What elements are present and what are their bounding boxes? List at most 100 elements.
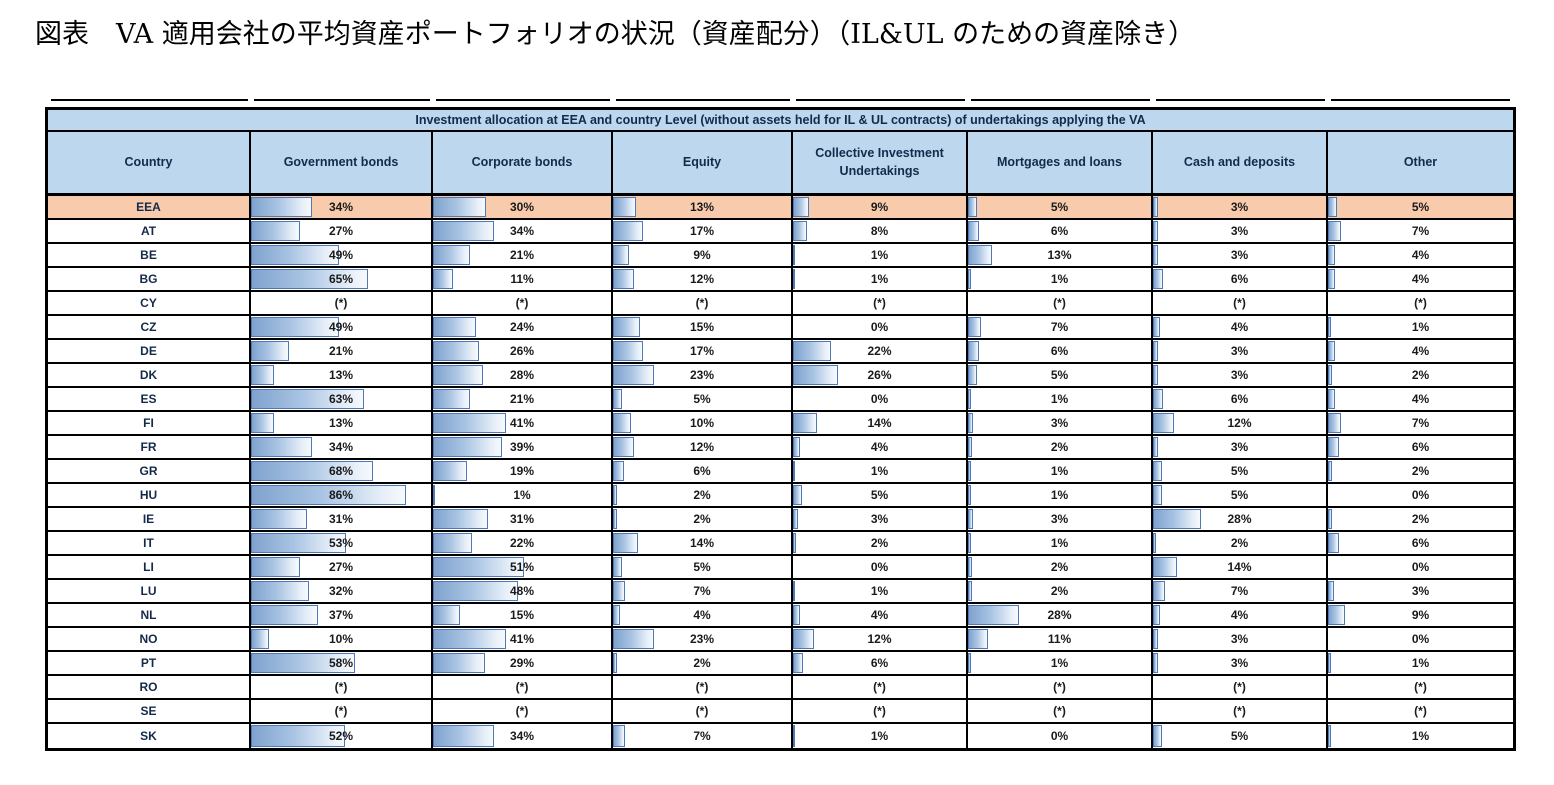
country-cell: EEA (48, 196, 251, 218)
data-bar (1153, 581, 1166, 601)
data-bar (251, 485, 406, 505)
value-label: 49% (328, 320, 354, 334)
value-label: 7% (693, 729, 711, 743)
value-label: 6% (1411, 536, 1430, 550)
value-cell: 4% (1328, 244, 1513, 266)
value-label: 4% (693, 608, 711, 622)
data-bar (251, 653, 356, 673)
value-cell: 0% (793, 556, 968, 578)
table-row-es: ES 63% 21% 5% 0% 1% 6% 4% (48, 388, 1513, 412)
masked-value: (*) (873, 680, 886, 694)
value-label: 0% (870, 392, 889, 406)
data-bar (433, 557, 524, 577)
data-bar (613, 725, 626, 747)
value-cell: 6% (968, 340, 1153, 362)
table-title: Investment allocation at EEA and country… (48, 110, 1513, 132)
data-bar (968, 389, 971, 409)
data-bar (968, 509, 974, 529)
masked-value: (*) (873, 296, 886, 310)
value-cell: (*) (251, 292, 433, 314)
value-label: 3% (1230, 440, 1249, 454)
table-row-cy: CY (*) (*) (*) (*) (*) (*) (*) (48, 292, 1513, 316)
data-bar (1328, 341, 1336, 361)
value-cell: 28% (968, 604, 1153, 626)
data-bar (793, 629, 814, 649)
masked-value: (*) (1414, 704, 1427, 718)
data-bar (433, 581, 519, 601)
value-cell: 28% (1153, 508, 1328, 530)
value-cell: 34% (251, 196, 433, 218)
value-label: 53% (328, 536, 354, 550)
value-cell: 5% (613, 388, 793, 410)
data-bar (793, 653, 804, 673)
table-header-row: Country Government bonds Corporate bonds Eq… (48, 132, 1513, 196)
data-bar (793, 485, 802, 505)
data-bar (433, 413, 506, 433)
value-cell: 14% (1153, 556, 1328, 578)
value-cell: 49% (251, 316, 433, 338)
data-bar (1153, 629, 1159, 649)
data-bar (613, 557, 622, 577)
data-bar (968, 341, 979, 361)
value-label: 9% (693, 248, 711, 262)
value-label: 3% (1230, 632, 1249, 646)
value-cell: 4% (793, 436, 968, 458)
value-cell: 7% (1153, 580, 1328, 602)
value-label: 7% (1411, 224, 1430, 238)
value-cell: 15% (613, 316, 793, 338)
data-bar (793, 509, 799, 529)
value-cell: (*) (968, 700, 1153, 722)
data-bar (251, 413, 275, 433)
data-bar (433, 269, 453, 289)
data-bar (613, 533, 638, 553)
value-cell: 32% (251, 580, 433, 602)
data-bar (613, 365, 654, 385)
table-row-nl: NL 37% 15% 4% 4% 28% 4% 9% (48, 604, 1513, 628)
masked-value: (*) (515, 680, 529, 694)
value-cell: 1% (968, 532, 1153, 554)
value-cell: 1% (793, 244, 968, 266)
country-cell: IE (48, 508, 251, 530)
value-cell: (*) (613, 292, 793, 314)
value-label: 10% (328, 632, 354, 646)
country-cell: SE (48, 700, 251, 722)
column-header: Mortgages and loans (968, 132, 1153, 193)
value-cell: 23% (613, 364, 793, 386)
value-label: 27% (328, 224, 354, 238)
data-bar (251, 389, 365, 409)
value-cell: 1% (793, 724, 968, 748)
value-label: 32% (328, 584, 354, 598)
value-cell: (*) (1153, 292, 1328, 314)
data-bar (251, 581, 309, 601)
data-bar (1153, 269, 1164, 289)
value-label: 11% (1047, 632, 1072, 646)
value-label: 1% (1050, 536, 1069, 550)
data-bar (1153, 197, 1159, 217)
table-row-ie: IE 31% 31% 2% 3% 3% 28% 2% (48, 508, 1513, 532)
data-bar (968, 317, 981, 337)
value-cell: 14% (793, 412, 968, 434)
data-bar (968, 557, 972, 577)
data-bar (613, 389, 622, 409)
data-bar (613, 509, 617, 529)
value-cell: 1% (968, 652, 1153, 674)
value-cell: 1% (1328, 316, 1513, 338)
country-cell: LU (48, 580, 251, 602)
value-cell: 5% (968, 196, 1153, 218)
value-cell: 5% (1153, 484, 1328, 506)
value-label: 3% (1230, 368, 1249, 382)
value-label: 2% (1050, 560, 1069, 574)
data-bar (1328, 413, 1341, 433)
data-bar (433, 485, 436, 505)
data-bar (793, 413, 818, 433)
table-row-dk: DK 13% 28% 23% 26% 5% 3% 2% (48, 364, 1513, 388)
value-cell: 2% (613, 484, 793, 506)
table-row-hu: HU 86% 1% 2% 5% 1% 5% 0% (48, 484, 1513, 508)
value-label: 1% (1411, 656, 1430, 670)
value-label: 0% (870, 320, 889, 334)
data-bar (613, 341, 644, 361)
value-cell: 3% (1153, 340, 1328, 362)
country-cell: LI (48, 556, 251, 578)
data-bar (1153, 245, 1159, 265)
value-label: 3% (1050, 416, 1069, 430)
